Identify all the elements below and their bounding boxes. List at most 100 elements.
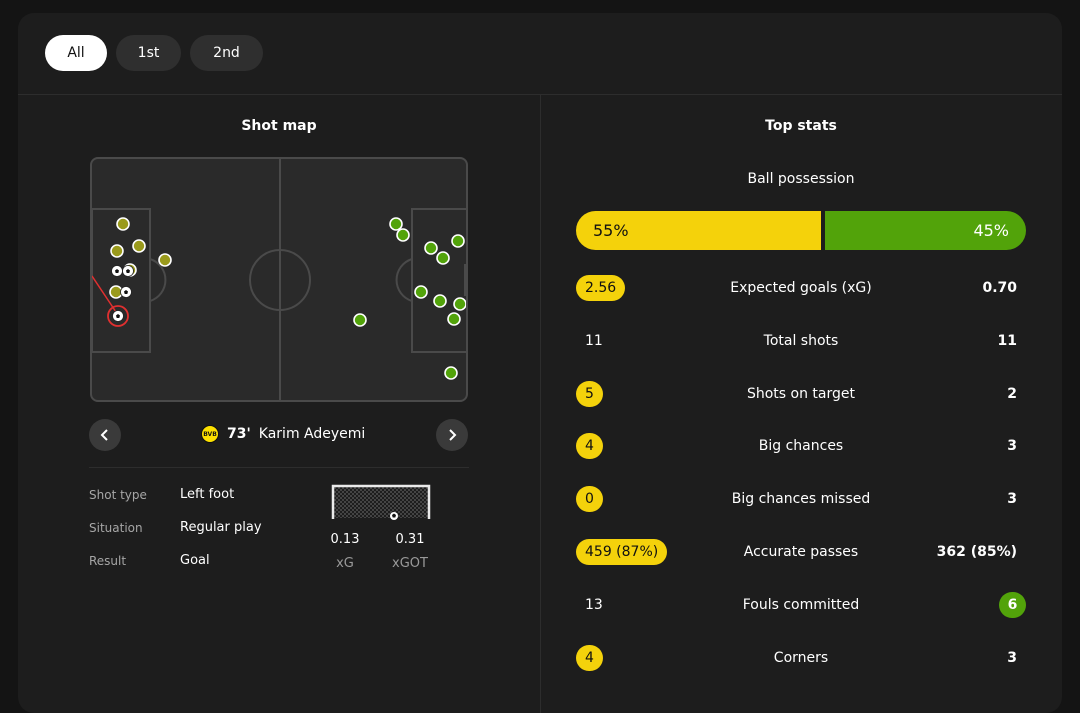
xgot-label: xGOT [392, 556, 428, 571]
xg-value: 0.13 [330, 532, 360, 547]
possession-home: 55% [576, 211, 821, 250]
stat-home-value: 4 [576, 645, 603, 671]
prev-shot-button[interactable] [89, 419, 121, 451]
away-shot-marker[interactable] [451, 234, 465, 248]
home-shot-marker[interactable] [116, 217, 130, 231]
selected-shot-player: BVB 73' Karim Adeyemi [201, 425, 365, 443]
stat-away-value: 2 [998, 381, 1026, 407]
stat-home-value: 459 (87%) [576, 539, 668, 565]
away-shot-marker[interactable] [396, 228, 410, 242]
xg-label: xG [336, 556, 354, 571]
shot-map-title: Shot map [241, 118, 317, 134]
stat-row: 2.56 Expected goals (xG) 0.70 [576, 275, 1026, 301]
shot-type-label: Shot type [89, 488, 147, 502]
stat-row: 13 Fouls committed 6 [576, 592, 1026, 618]
stat-away-pill: 6 [999, 592, 1026, 618]
stat-away-value: 3 [998, 433, 1026, 459]
match-stats-card: All 1st 2nd Shot map [18, 13, 1062, 713]
stat-row: 4 Corners 3 [576, 645, 1026, 671]
stat-away-value: 0.70 [973, 275, 1026, 301]
home-shot-marker[interactable] [110, 244, 124, 258]
stat-row: 4 Big chances 3 [576, 433, 1026, 459]
team-badge-icon: BVB [201, 425, 219, 443]
home-goal-marker[interactable] [120, 286, 132, 298]
stat-row: 459 (87%) Accurate passes 362 (85%) [576, 539, 1026, 565]
xgot-value: 0.31 [395, 532, 425, 547]
stat-home-value: 0 [576, 486, 603, 512]
stat-label: Shots on target [746, 386, 855, 402]
shot-map-pitch [90, 157, 468, 402]
stat-home-pill: 4 [576, 433, 603, 459]
possession-bar: 55% 45% [576, 211, 1026, 250]
stat-row: 0 Big chances missed 3 [576, 486, 1026, 512]
stat-row: 5 Shots on target 2 [576, 381, 1026, 407]
divider [89, 467, 469, 468]
stat-row: 11 Total shots 11 [576, 328, 1026, 354]
goal-frame-icon [331, 484, 431, 520]
divider [540, 95, 541, 713]
away-shot-marker[interactable] [424, 241, 438, 255]
away-shot-marker[interactable] [353, 313, 367, 327]
away-shot-marker[interactable] [453, 297, 466, 311]
home-shot-marker[interactable] [158, 253, 172, 267]
stat-label: Fouls committed [742, 597, 860, 613]
stat-away-value: 11 [989, 328, 1026, 354]
away-shot-marker[interactable] [447, 312, 461, 326]
away-shot-marker[interactable] [433, 294, 447, 308]
stat-away-pill: 3 [1007, 491, 1017, 507]
selected-goal-marker[interactable] [112, 310, 124, 322]
away-shot-marker[interactable] [444, 366, 458, 380]
stat-home-pill: 13 [585, 597, 603, 613]
top-stats-title: Top stats [765, 118, 837, 134]
stat-away-value: 362 (85%) [928, 539, 1026, 565]
chevron-right-icon [449, 429, 457, 441]
stat-home-value: 2.56 [576, 275, 626, 301]
next-shot-button[interactable] [436, 419, 468, 451]
stat-home-value: 11 [576, 328, 612, 354]
stat-home-pill: 459 (87%) [576, 539, 668, 565]
stat-label: Total shots [763, 333, 839, 349]
away-shot-marker[interactable] [436, 251, 450, 265]
home-goal-marker[interactable] [122, 265, 134, 277]
home-shot-marker[interactable] [132, 239, 146, 253]
possession-label: Ball possession [747, 171, 855, 187]
stat-label: Big chances [758, 438, 844, 454]
stat-away-pill: 3 [1007, 650, 1017, 666]
stat-home-pill: 2.56 [576, 275, 626, 301]
stat-home-value: 5 [576, 381, 603, 407]
stat-home-pill: 4 [576, 645, 603, 671]
period-tabs: All 1st 2nd [45, 35, 263, 71]
stat-home-value: 4 [576, 433, 603, 459]
tab-first-half[interactable]: 1st [116, 35, 181, 71]
away-shot-marker[interactable] [389, 217, 403, 231]
pitch-lines [92, 159, 466, 400]
stat-away-value: 6 [999, 592, 1026, 618]
stat-label: Expected goals (xG) [730, 280, 872, 296]
tab-all[interactable]: All [45, 35, 107, 71]
situation-value: Regular play [180, 520, 262, 535]
chevron-left-icon [100, 429, 108, 441]
situation-label: Situation [89, 521, 143, 535]
stat-away-pill: 3 [1007, 438, 1017, 454]
stat-home-pill: 11 [585, 333, 603, 349]
player-name: Karim Adeyemi [258, 426, 366, 442]
stat-away-value: 3 [998, 486, 1026, 512]
shot-minute: 73' [227, 426, 251, 442]
stat-home-pill: 5 [576, 381, 603, 407]
stat-away-pill: 362 (85%) [936, 544, 1017, 560]
home-goal-marker[interactable] [111, 265, 123, 277]
stat-away-pill: 2 [1007, 386, 1017, 402]
result-value: Goal [180, 553, 210, 568]
divider [18, 94, 1062, 95]
away-shot-marker[interactable] [414, 285, 428, 299]
stat-home-value: 13 [576, 592, 612, 618]
tab-second-half[interactable]: 2nd [190, 35, 263, 71]
shot-type-value: Left foot [180, 487, 235, 502]
possession-away: 45% [825, 211, 1026, 250]
selected-shot-ring [107, 305, 129, 327]
shot-trajectory-line [92, 275, 119, 316]
stat-away-pill: 0.70 [982, 280, 1017, 296]
stat-label: Big chances missed [731, 491, 871, 507]
stat-label: Corners [773, 650, 829, 666]
stat-away-value: 3 [998, 645, 1026, 671]
